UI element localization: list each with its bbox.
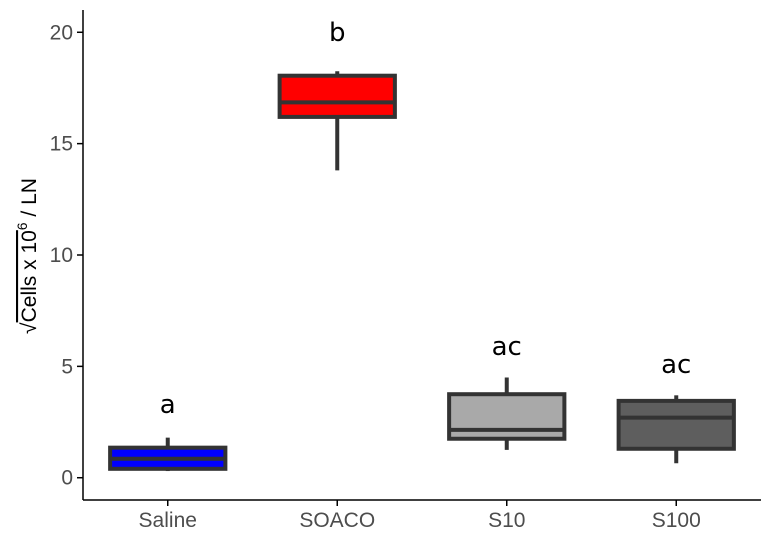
x-axis: Saline SOACO S10 S100: [83, 499, 761, 532]
y-axis-title-superscript: 6: [14, 222, 30, 230]
significance-letter: ac: [492, 332, 522, 362]
x-tick-label: S100: [652, 509, 701, 532]
x-tick-label: SOACO: [299, 509, 375, 532]
box-group-soaco: b: [277, 18, 397, 171]
y-axis-title: √Cells x 106 / LN: [14, 178, 41, 334]
box-iqr: [447, 392, 567, 441]
significance-letter: ac: [661, 350, 691, 380]
box-group-s100: ac: [616, 350, 736, 464]
y-axis-title-main: Cells x 10: [18, 230, 41, 322]
significance-letter: a: [160, 390, 176, 420]
y-tick-label: 10: [50, 244, 73, 267]
y-tick-label: 15: [50, 133, 73, 156]
y-axis: 0 5 10 15 20: [50, 10, 84, 500]
significance-letter: b: [329, 18, 346, 48]
box-iqr: [616, 398, 736, 451]
y-tick-label: 20: [50, 21, 73, 44]
box-group-saline: a: [108, 390, 228, 472]
box-iqr: [277, 73, 397, 119]
y-axis-title-radical: √: [18, 322, 41, 334]
x-tick-label: Saline: [139, 509, 197, 532]
y-tick-label: 5: [61, 355, 73, 378]
x-tick-label: S10: [488, 509, 525, 532]
box-group-s10: ac: [447, 332, 567, 450]
y-axis-title-unit: / LN: [18, 178, 41, 222]
plot-area: a b ac ac: [108, 18, 736, 472]
y-tick-label: 0: [61, 467, 73, 490]
